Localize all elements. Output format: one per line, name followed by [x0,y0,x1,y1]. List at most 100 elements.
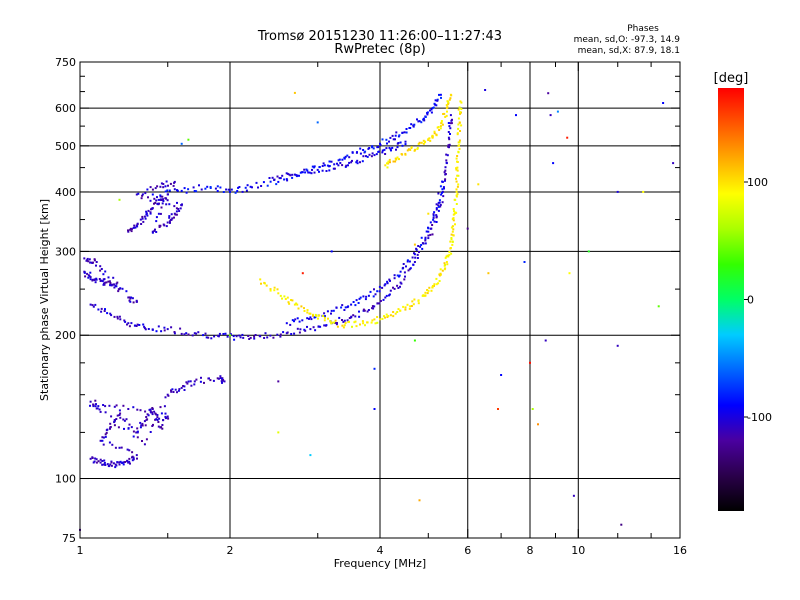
lower-F-upper-branch-point [393,277,396,280]
lower-F-trace-point [427,234,430,237]
lower-F-trace-point [304,329,307,332]
upper-F-trace-point [385,138,388,141]
x-mode-lower-F-point [269,288,272,291]
lower-F-trace-point [449,122,452,125]
E-region-trace-point [120,446,123,449]
low-F-lower-branch-point [103,283,106,286]
E-region-trace-point [111,443,114,446]
upper-F-trace-point [343,157,346,160]
lower-F-trace-point [444,166,447,169]
upper-F-cluster-point [160,199,163,201]
x-mode-lower-F-point [327,317,329,320]
upper-F-trace-point [338,158,341,161]
upper-F-cluster-point [127,230,130,233]
x-mode-lower-F-point [431,286,434,289]
lower-F-trace-point [429,233,432,236]
upper-F-cluster-point [161,195,164,198]
low-F-lower-branch-point [93,279,96,281]
lower-F-trace-point [242,336,245,339]
lower-F-trace-point [119,318,122,321]
low-F-lower-branch-point [89,278,92,281]
x-mode-lower-F-point [283,295,286,298]
low-F-lower-branch-point [99,280,102,282]
low-F-lower-branch-point [109,284,112,287]
lower-F-trace-point [269,334,272,337]
upper-F-trace-point [405,131,408,134]
upper-F-cluster-point [162,183,165,185]
upper-F-cluster-point [154,228,156,231]
x-mode-lower-F-point [277,292,280,295]
colorbar-ticks: 100 0 -100 [744,176,772,424]
upper-F-trace-point [410,123,413,126]
x-mode-lower-F-point [404,308,407,311]
x-mode-lower-F-point [460,101,463,104]
upper-F-cluster-point [159,212,162,215]
x-mode-lower-F-point [373,318,376,321]
upper-F-trace-point [241,190,244,193]
upper-F-cluster-point [141,217,144,220]
upper-F-cluster-point [136,225,139,228]
low-F-lower-branch-point [135,300,138,303]
lower-F-trace-point [91,304,94,307]
E-region-trace-point [141,440,143,442]
E-region-trace-point [159,406,162,409]
upper-F-trace-point [200,188,203,191]
x-mode-lower-F-point [389,314,392,317]
E-region-trace-point [178,388,181,391]
lower-F-trace-point [346,319,349,322]
E-region-trace-point [164,412,167,415]
lower-F-trace-point [282,331,285,334]
E-region-trace-point [127,427,130,430]
lower-F-trace-point [435,221,438,223]
x-mode-lower-F-point [450,237,453,239]
x-mode-lower-F-point [410,305,413,307]
E-region-trace-point [132,456,135,459]
lower-F-upper-branch-point [388,278,391,281]
x-mode-lower-F-point [323,316,326,319]
scatter-point [500,374,503,376]
y-tick-label: 75 [62,532,76,545]
upper-F-cluster-point [147,196,149,199]
lower-F-trace-point [447,145,450,148]
E-region-trace-point [110,464,113,467]
lower-F-trace-point [218,332,221,335]
upper-F-cluster-point [140,223,143,225]
E-region-trace-point [113,424,116,427]
x-mode-lower-F-point [318,314,321,317]
colorbar-tick-label: -100 [747,411,772,424]
x-mode-upper-F-point [392,160,395,163]
E-region-trace-point [160,412,163,415]
x-mode-lower-F-point [455,177,457,180]
x-mode-lower-F-point [458,139,461,142]
x-mode-lower-F-point [455,188,458,191]
lower-F-upper-branch-point [326,310,329,313]
E-region-trace-point [135,454,138,457]
x-mode-lower-F-point [312,314,314,317]
lower-F-upper-branch-point [386,282,389,285]
E-region-trace-point [129,462,131,465]
E-region-trace-point [180,386,183,389]
low-F-lower-branch-point [129,300,132,303]
lower-F-upper-branch-point [433,211,436,214]
lower-F-upper-branch-point [421,242,424,245]
E-region-trace-point [115,464,118,467]
low-F-lower-branch-point [128,299,131,302]
E-region-trace-point [157,425,160,428]
x-mode-upper-F-point [433,130,436,133]
lower-F-trace-point [399,285,401,288]
scatter-point [187,138,190,141]
E-region-trace-point [144,410,147,413]
upper-F-trace-point [301,171,304,174]
upper-F-lower-branch-point [333,167,336,170]
E-region-trace-point [170,390,173,393]
x-mode-upper-F-point [433,132,436,135]
E-region-trace-point [96,407,99,410]
E-region-trace-point [115,418,118,420]
upper-F-trace-point [422,117,425,120]
E-region-trace-point [108,465,111,468]
E-region-trace-point [99,439,102,442]
upper-F-trace-point [291,176,294,179]
E-region-trace-point [158,417,161,420]
x-mode-upper-F-point [384,164,387,167]
upper-F-trace-point [151,193,154,196]
